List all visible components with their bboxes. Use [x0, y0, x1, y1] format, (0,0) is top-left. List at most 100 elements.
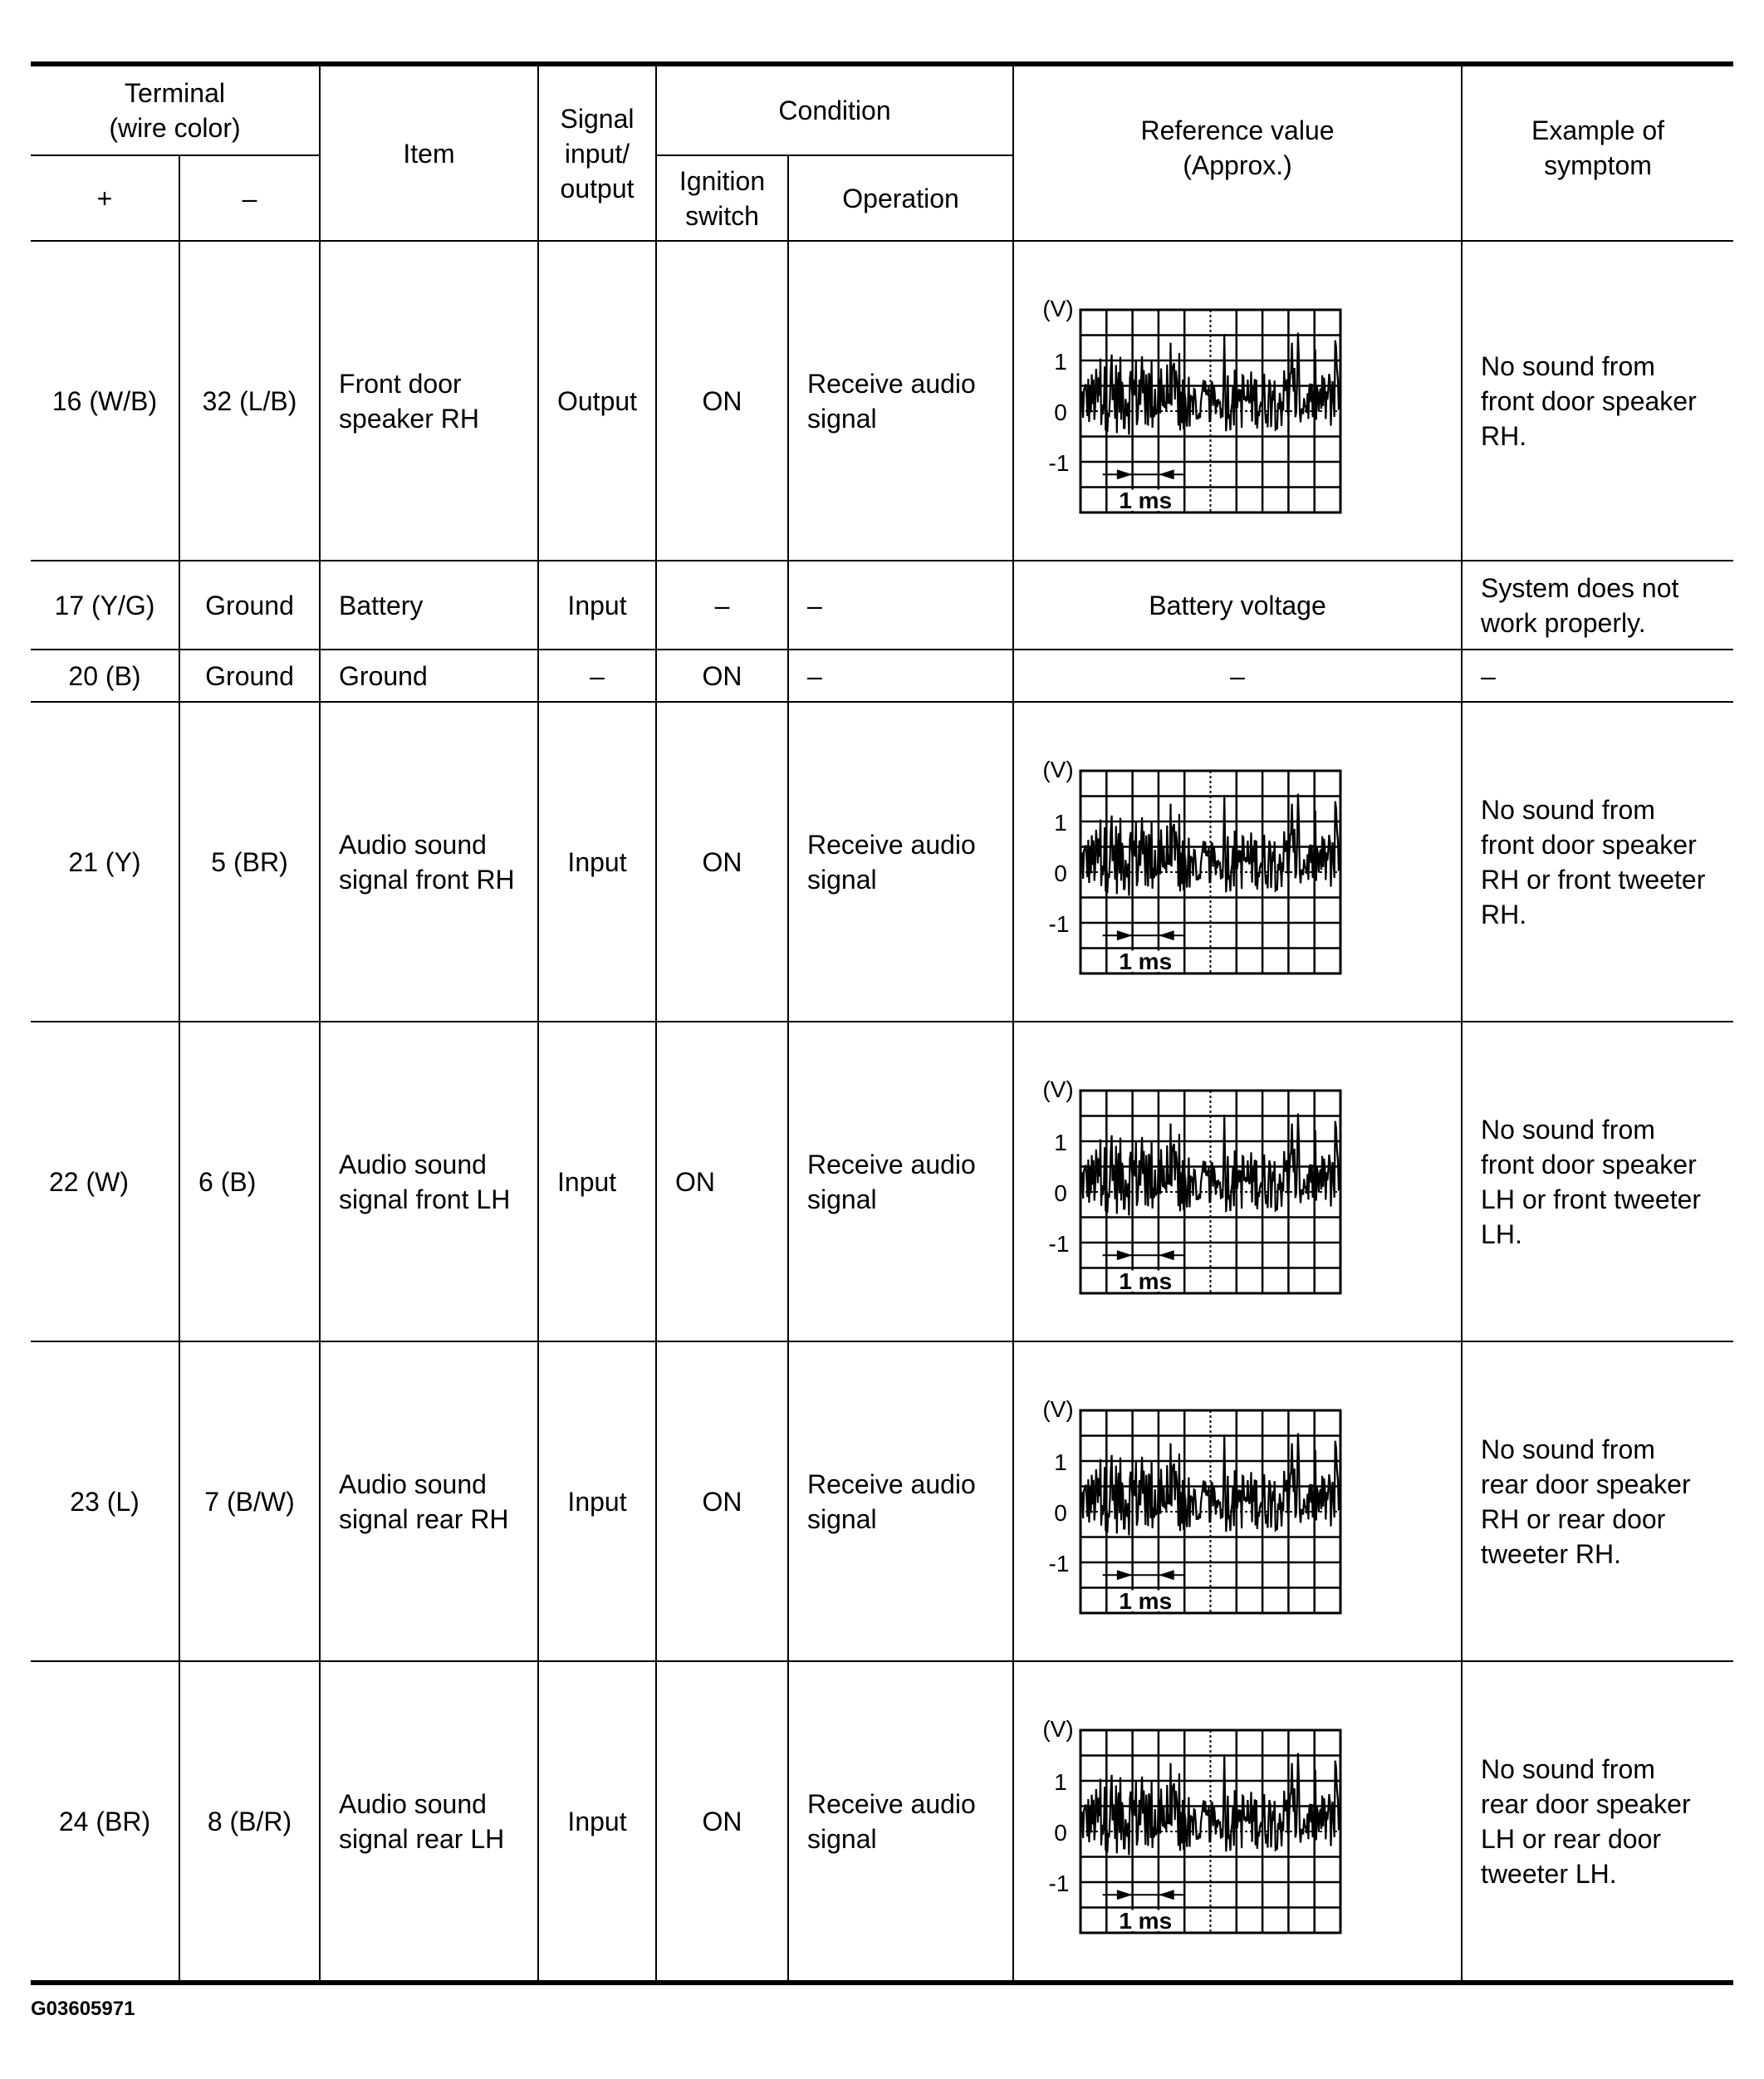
cell-reference: (V) 1 0 -1 1 ms [1012, 1660, 1463, 1985]
table-row: 21 (Y) 5 (BR) Audio sound signal front RH I… [31, 701, 1734, 1022]
cell-reference: – [1012, 649, 1463, 703]
y-tick-label: 0 [1054, 1820, 1067, 1846]
cell-reference: Battery voltage [1012, 560, 1463, 650]
cell-symptom: No sound from front door speaker RH or f… [1461, 701, 1734, 1022]
table-row: 20 (B) Ground Ground – ON – – – [31, 649, 1734, 703]
y-tick-label: 1 [1054, 1449, 1067, 1475]
y-tick-label: 1 [1054, 1130, 1067, 1155]
cell-ignition: ON [655, 701, 790, 1022]
signal-trace [1080, 1113, 1342, 1216]
y-tick-label: 1 [1054, 1769, 1067, 1795]
table-row: 17 (Y/G) Ground Battery Input – – Battery volt… [31, 560, 1734, 650]
waveform-graph: (V) 1 0 -1 1 ms [1042, 1396, 1342, 1615]
cell-operation: Receive audio signal [787, 1341, 1015, 1662]
table-row: 16 (W/B) 32 (L/B) Front door speaker RH Out… [31, 240, 1734, 561]
y-tick-label: -1 [1049, 1551, 1070, 1576]
terminal-reference-table: Terminal (wire color) Item Signal input/… [31, 61, 1734, 1985]
table-row: 23 (L) 7 (B/W) Audio sound signal rear RH I… [31, 1341, 1734, 1662]
cell-plus: 16 (W/B) [31, 240, 180, 561]
table-row: 24 (BR) 8 (B/R) Audio sound signal rear LH… [31, 1660, 1734, 1985]
table-row: 22 (W) 6 (B) Audio sound signal front LH In… [31, 1021, 1734, 1342]
cell-minus: 32 (L/B) [178, 240, 321, 561]
header-item: Item [319, 61, 540, 242]
arrow-right-icon [1116, 1250, 1133, 1261]
cell-plus: 23 (L) [31, 1341, 180, 1662]
cell-signal: Input [537, 1660, 658, 1985]
cell-plus: 24 (BR) [31, 1660, 180, 1985]
cell-symptom: No sound from rear door speaker RH or re… [1461, 1341, 1734, 1662]
unit-label: (V) [1042, 1076, 1073, 1102]
arrow-left-icon [1158, 469, 1174, 480]
cell-operation: Receive audio signal [787, 1660, 1015, 1985]
header-symptom: Example of symptom [1461, 61, 1734, 242]
cell-ignition: ON [655, 1021, 790, 1342]
cell-plus: 20 (B) [31, 649, 180, 703]
cell-symptom: System does not work properly. [1461, 560, 1734, 650]
cell-operation: Receive audio signal [787, 701, 1015, 1022]
y-tick-label: 1 [1054, 810, 1067, 836]
arrow-left-icon [1158, 930, 1174, 941]
arrow-left-icon [1158, 1250, 1174, 1261]
cell-operation: – [787, 560, 1015, 650]
cell-item: Audio sound signal rear RH [319, 1341, 540, 1662]
waveform-graph: (V) 1 0 -1 1 ms [1042, 757, 1342, 975]
header-signal: Signal input/ output [537, 61, 658, 242]
arrow-left-icon [1158, 1890, 1174, 1900]
cell-item: Front door speaker RH [319, 240, 540, 561]
cell-minus: 5 (BR) [178, 701, 321, 1022]
time-scale-label: 1 ms [1119, 949, 1172, 974]
cell-ignition: – [655, 560, 790, 650]
cell-signal: Input [537, 1341, 658, 1662]
cell-operation: Receive audio signal [787, 240, 1015, 561]
cell-signal: Input [537, 701, 658, 1022]
cell-reference: (V) 1 0 -1 1 ms [1012, 701, 1463, 1022]
cell-operation: – [787, 649, 1015, 703]
cell-reference: (V) 1 0 -1 1 ms [1012, 1341, 1463, 1662]
y-tick-label: -1 [1049, 1231, 1070, 1257]
arrow-right-icon [1116, 1890, 1133, 1900]
arrow-left-icon [1158, 1570, 1174, 1581]
y-tick-label: 0 [1054, 1500, 1067, 1526]
arrow-right-icon [1116, 469, 1133, 480]
waveform-graph: (V) 1 0 -1 1 ms [1042, 296, 1342, 514]
y-tick-label: -1 [1049, 1871, 1070, 1896]
cell-item: Audio sound signal rear LH [319, 1660, 540, 1985]
cell-symptom: No sound from front door speaker LH or f… [1461, 1021, 1734, 1342]
signal-trace [1080, 1433, 1342, 1536]
time-scale-label: 1 ms [1119, 1908, 1172, 1934]
cell-symptom: No sound from front door speaker RH. [1461, 240, 1734, 561]
header-minus: – [178, 154, 321, 242]
figure-id: G03605971 [31, 1998, 135, 2020]
cell-reference: (V) 1 0 -1 1 ms [1012, 1021, 1463, 1342]
signal-trace [1080, 332, 1342, 435]
unit-label: (V) [1042, 296, 1073, 321]
signal-trace [1080, 1753, 1342, 1856]
cell-plus: 22 (W) [31, 1021, 180, 1342]
y-tick-label: 1 [1054, 349, 1067, 375]
table-body: 16 (W/B) 32 (L/B) Front door speaker RH Out… [31, 240, 1734, 1985]
cell-minus: Ground [178, 649, 321, 703]
cell-item: Ground [319, 649, 540, 703]
cell-item: Audio sound signal front RH [319, 701, 540, 1022]
cell-minus: 6 (B) [178, 1021, 321, 1342]
y-tick-label: 0 [1054, 1180, 1067, 1206]
cell-minus: 8 (B/R) [178, 1660, 321, 1985]
y-tick-label: 0 [1054, 861, 1067, 886]
header-ignition: Ignition switch [655, 154, 790, 242]
cell-plus: 21 (Y) [31, 701, 180, 1022]
cell-minus: 7 (B/W) [178, 1341, 321, 1662]
waveform-graph: (V) 1 0 -1 1 ms [1042, 1076, 1342, 1295]
cell-symptom: – [1461, 649, 1734, 703]
signal-trace [1080, 793, 1342, 896]
header-reference: Reference value (Approx.) [1012, 61, 1463, 242]
y-tick-label: -1 [1049, 450, 1070, 476]
cell-ignition: ON [655, 240, 790, 561]
unit-label: (V) [1042, 1396, 1073, 1422]
cell-signal: – [537, 649, 658, 703]
cell-reference: (V) 1 0 -1 1 ms [1012, 240, 1463, 561]
cell-ignition: ON [655, 1660, 790, 1985]
cell-ignition: ON [655, 1341, 790, 1662]
header-plus: + [31, 154, 180, 242]
arrow-right-icon [1116, 930, 1133, 941]
cell-signal: Input [537, 1021, 658, 1342]
